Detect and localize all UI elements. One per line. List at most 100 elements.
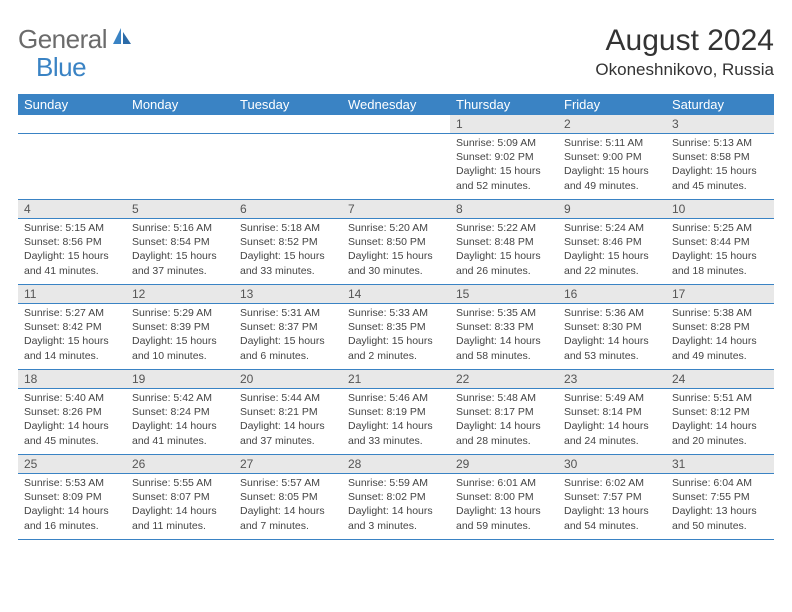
dayname-thursday: Thursday bbox=[450, 94, 558, 115]
sunrise-text: Sunrise: 5:48 AM bbox=[456, 392, 536, 404]
sunrise-text: Sunrise: 5:18 AM bbox=[240, 222, 320, 234]
daylight-text: Daylight: 15 hours and 22 minutes. bbox=[564, 250, 649, 276]
day-content-cell: Sunrise: 5:38 AMSunset: 8:28 PMDaylight:… bbox=[666, 304, 774, 370]
day-number-cell: 17 bbox=[666, 285, 774, 304]
daylight-text: Daylight: 15 hours and 14 minutes. bbox=[24, 335, 109, 361]
day-number-cell: 31 bbox=[666, 455, 774, 474]
day-content-cell: Sunrise: 5:51 AMSunset: 8:12 PMDaylight:… bbox=[666, 389, 774, 455]
daylight-text: Daylight: 14 hours and 45 minutes. bbox=[24, 420, 109, 446]
logo-text-blue-wrap: Blue bbox=[36, 52, 86, 83]
dayname-row: Sunday Monday Tuesday Wednesday Thursday… bbox=[18, 94, 774, 115]
sunset-text: Sunset: 8:35 PM bbox=[348, 321, 426, 333]
day-content-cell: Sunrise: 5:13 AMSunset: 8:58 PMDaylight:… bbox=[666, 134, 774, 200]
sunset-text: Sunset: 8:02 PM bbox=[348, 491, 426, 503]
daylight-text: Daylight: 15 hours and 26 minutes. bbox=[456, 250, 541, 276]
sunset-text: Sunset: 8:58 PM bbox=[672, 151, 750, 163]
day-content-cell: Sunrise: 5:46 AMSunset: 8:19 PMDaylight:… bbox=[342, 389, 450, 455]
sunset-text: Sunset: 9:02 PM bbox=[456, 151, 534, 163]
day-content-cell: Sunrise: 5:44 AMSunset: 8:21 PMDaylight:… bbox=[234, 389, 342, 455]
sunrise-text: Sunrise: 5:24 AM bbox=[564, 222, 644, 234]
day-number-cell: 12 bbox=[126, 285, 234, 304]
day-content-cell: Sunrise: 5:15 AMSunset: 8:56 PMDaylight:… bbox=[18, 219, 126, 285]
location: Okoneshnikovo, Russia bbox=[595, 60, 774, 80]
logo: General bbox=[18, 24, 137, 55]
daynum-row: 11121314151617 bbox=[18, 285, 774, 304]
daylight-text: Daylight: 14 hours and 11 minutes. bbox=[132, 505, 217, 531]
daylight-text: Daylight: 15 hours and 6 minutes. bbox=[240, 335, 325, 361]
daylight-text: Daylight: 15 hours and 30 minutes. bbox=[348, 250, 433, 276]
day-content-cell: Sunrise: 5:59 AMSunset: 8:02 PMDaylight:… bbox=[342, 474, 450, 540]
sunset-text: Sunset: 8:19 PM bbox=[348, 406, 426, 418]
title-block: August 2024 Okoneshnikovo, Russia bbox=[595, 24, 774, 80]
day-number-cell: 14 bbox=[342, 285, 450, 304]
sunrise-text: Sunrise: 5:09 AM bbox=[456, 137, 536, 149]
day-number-cell: 3 bbox=[666, 115, 774, 134]
day-number-cell: 6 bbox=[234, 200, 342, 219]
content-row: Sunrise: 5:27 AMSunset: 8:42 PMDaylight:… bbox=[18, 304, 774, 370]
logo-text-blue: Blue bbox=[36, 52, 86, 82]
day-content-cell: Sunrise: 5:22 AMSunset: 8:48 PMDaylight:… bbox=[450, 219, 558, 285]
sunset-text: Sunset: 8:33 PM bbox=[456, 321, 534, 333]
calendar-page: General August 2024 Okoneshnikovo, Russi… bbox=[0, 0, 792, 540]
sunset-text: Sunset: 8:37 PM bbox=[240, 321, 318, 333]
sunset-text: Sunset: 8:21 PM bbox=[240, 406, 318, 418]
sunrise-text: Sunrise: 5:27 AM bbox=[24, 307, 104, 319]
day-content-cell: Sunrise: 5:20 AMSunset: 8:50 PMDaylight:… bbox=[342, 219, 450, 285]
sunset-text: Sunset: 7:57 PM bbox=[564, 491, 642, 503]
sunrise-text: Sunrise: 5:22 AM bbox=[456, 222, 536, 234]
dayname-sunday: Sunday bbox=[18, 94, 126, 115]
sunset-text: Sunset: 8:05 PM bbox=[240, 491, 318, 503]
day-number-cell: 26 bbox=[126, 455, 234, 474]
daylight-text: Daylight: 13 hours and 54 minutes. bbox=[564, 505, 649, 531]
sunset-text: Sunset: 8:00 PM bbox=[456, 491, 534, 503]
sunset-text: Sunset: 8:26 PM bbox=[24, 406, 102, 418]
day-number-cell bbox=[342, 115, 450, 134]
sunset-text: Sunset: 8:46 PM bbox=[564, 236, 642, 248]
daylight-text: Daylight: 15 hours and 45 minutes. bbox=[672, 165, 757, 191]
day-content-cell: Sunrise: 5:27 AMSunset: 8:42 PMDaylight:… bbox=[18, 304, 126, 370]
dayname-friday: Friday bbox=[558, 94, 666, 115]
daylight-text: Daylight: 15 hours and 52 minutes. bbox=[456, 165, 541, 191]
day-number-cell: 21 bbox=[342, 370, 450, 389]
day-content-cell: Sunrise: 5:29 AMSunset: 8:39 PMDaylight:… bbox=[126, 304, 234, 370]
day-content-cell: Sunrise: 5:40 AMSunset: 8:26 PMDaylight:… bbox=[18, 389, 126, 455]
sunrise-text: Sunrise: 5:38 AM bbox=[672, 307, 752, 319]
dayname-saturday: Saturday bbox=[666, 94, 774, 115]
sunset-text: Sunset: 8:50 PM bbox=[348, 236, 426, 248]
sunrise-text: Sunrise: 5:35 AM bbox=[456, 307, 536, 319]
day-content-cell: Sunrise: 5:53 AMSunset: 8:09 PMDaylight:… bbox=[18, 474, 126, 540]
daylight-text: Daylight: 15 hours and 41 minutes. bbox=[24, 250, 109, 276]
daylight-text: Daylight: 13 hours and 50 minutes. bbox=[672, 505, 757, 531]
daynum-row: 18192021222324 bbox=[18, 370, 774, 389]
day-number-cell bbox=[126, 115, 234, 134]
daylight-text: Daylight: 15 hours and 2 minutes. bbox=[348, 335, 433, 361]
daylight-text: Daylight: 14 hours and 24 minutes. bbox=[564, 420, 649, 446]
daynum-row: 25262728293031 bbox=[18, 455, 774, 474]
day-number-cell: 10 bbox=[666, 200, 774, 219]
day-content-cell: Sunrise: 5:18 AMSunset: 8:52 PMDaylight:… bbox=[234, 219, 342, 285]
day-number-cell: 23 bbox=[558, 370, 666, 389]
sunrise-text: Sunrise: 5:55 AM bbox=[132, 477, 212, 489]
day-number-cell bbox=[234, 115, 342, 134]
daylight-text: Daylight: 15 hours and 10 minutes. bbox=[132, 335, 217, 361]
day-number-cell: 22 bbox=[450, 370, 558, 389]
sunset-text: Sunset: 8:24 PM bbox=[132, 406, 210, 418]
content-row: Sunrise: 5:40 AMSunset: 8:26 PMDaylight:… bbox=[18, 389, 774, 455]
sunset-text: Sunset: 9:00 PM bbox=[564, 151, 642, 163]
day-number-cell: 30 bbox=[558, 455, 666, 474]
daylight-text: Daylight: 14 hours and 37 minutes. bbox=[240, 420, 325, 446]
day-number-cell: 27 bbox=[234, 455, 342, 474]
sunrise-text: Sunrise: 5:36 AM bbox=[564, 307, 644, 319]
dayname-tuesday: Tuesday bbox=[234, 94, 342, 115]
day-content-cell: Sunrise: 5:55 AMSunset: 8:07 PMDaylight:… bbox=[126, 474, 234, 540]
day-number-cell: 20 bbox=[234, 370, 342, 389]
sunrise-text: Sunrise: 5:29 AM bbox=[132, 307, 212, 319]
day-number-cell: 11 bbox=[18, 285, 126, 304]
day-content-cell: Sunrise: 5:33 AMSunset: 8:35 PMDaylight:… bbox=[342, 304, 450, 370]
day-number-cell: 25 bbox=[18, 455, 126, 474]
day-number-cell: 4 bbox=[18, 200, 126, 219]
day-number-cell: 18 bbox=[18, 370, 126, 389]
calendar-table: Sunday Monday Tuesday Wednesday Thursday… bbox=[18, 94, 774, 540]
day-number-cell: 19 bbox=[126, 370, 234, 389]
day-number-cell: 13 bbox=[234, 285, 342, 304]
